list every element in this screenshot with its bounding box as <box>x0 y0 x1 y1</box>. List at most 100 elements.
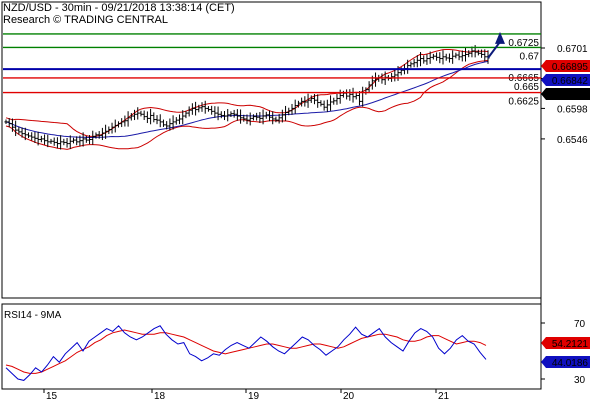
candle <box>438 52 442 64</box>
candle <box>181 110 185 125</box>
candle <box>409 61 413 68</box>
time-tick-label: 15 <box>46 391 58 400</box>
candle <box>328 95 333 111</box>
candle <box>373 72 378 87</box>
candle <box>206 106 211 112</box>
rsi-panel-title: RSI14 - 9MA <box>4 310 62 321</box>
candle <box>264 111 268 119</box>
arrow-shaft <box>487 41 501 59</box>
candle <box>451 50 455 64</box>
candle <box>97 131 101 139</box>
candle <box>7 118 11 128</box>
price-tick-label: 0.6546 <box>557 135 588 146</box>
rsi-axis-ticks: 70 30 54.2121 44.0186 <box>541 319 590 386</box>
candle <box>422 55 426 64</box>
candle <box>177 114 182 125</box>
candle <box>457 51 461 61</box>
candle <box>165 121 169 130</box>
candle <box>434 52 439 61</box>
candle <box>261 109 265 125</box>
time-tick-label: 20 <box>343 391 355 400</box>
candle <box>418 51 423 67</box>
candle <box>129 112 133 121</box>
candle <box>251 114 256 121</box>
candle <box>39 135 43 143</box>
time-tick-label: 18 <box>154 391 166 400</box>
price-tag-label: 0.66895 <box>552 62 589 73</box>
candle <box>136 107 140 120</box>
rsi-lines <box>5 325 487 381</box>
candle <box>100 127 104 141</box>
candle <box>113 119 117 133</box>
candle <box>155 115 159 125</box>
candle <box>454 52 458 59</box>
rsi-line <box>5 325 487 381</box>
candle <box>280 109 284 123</box>
candle <box>158 114 162 128</box>
candle <box>232 109 236 118</box>
candle <box>271 111 275 125</box>
candle <box>203 100 207 114</box>
rsi-tag-label: 54.2121 <box>552 339 589 350</box>
candle <box>319 100 323 107</box>
candle <box>94 132 98 139</box>
candle <box>23 127 27 141</box>
candle <box>187 106 191 117</box>
candle <box>354 92 358 100</box>
candle <box>59 135 63 150</box>
candle <box>229 111 233 117</box>
candle <box>226 108 230 122</box>
candle <box>152 112 156 123</box>
candle <box>17 127 21 135</box>
candle <box>312 93 317 105</box>
chart-subtitle: Research © TRADING CENTRAL <box>3 14 168 26</box>
candle <box>447 53 452 63</box>
candle <box>78 135 82 147</box>
candle <box>277 114 281 124</box>
candle <box>168 118 172 131</box>
candle <box>309 95 313 103</box>
level-label: 0.6625 <box>508 97 539 108</box>
candle <box>65 137 69 148</box>
candle <box>300 97 304 107</box>
candle <box>91 130 95 145</box>
candle <box>87 135 92 145</box>
projection-arrow <box>487 31 505 59</box>
candle <box>441 50 445 65</box>
candle <box>290 103 294 115</box>
candle <box>267 110 272 122</box>
candle <box>84 135 88 143</box>
price-tag-label: 0.66842 <box>552 76 589 87</box>
rsi-tick-label: 70 <box>574 319 586 330</box>
candle <box>412 58 416 68</box>
candle <box>483 49 487 62</box>
candle <box>126 111 130 127</box>
candle <box>190 103 194 115</box>
candle <box>235 109 239 121</box>
candle <box>62 138 66 146</box>
candle <box>171 115 175 130</box>
candle <box>4 119 8 125</box>
candle <box>222 110 227 121</box>
candle <box>322 100 326 111</box>
candle <box>335 93 339 105</box>
candle <box>460 50 464 62</box>
candle <box>193 101 198 116</box>
candle <box>216 106 220 121</box>
candle <box>20 127 24 138</box>
level-label: 0.665 <box>514 82 539 93</box>
candle <box>68 135 72 149</box>
candle <box>332 97 336 105</box>
candlesticks <box>4 45 490 150</box>
level-label: 0.6665 <box>508 73 539 84</box>
candle <box>213 106 217 118</box>
candle <box>476 49 480 56</box>
price-tags: 0.66895 0.66842 0.6683 <box>541 60 590 101</box>
candle <box>42 134 47 145</box>
rsi-tag-blue <box>541 356 590 368</box>
candle <box>219 111 223 119</box>
price-tag-black <box>541 88 590 100</box>
candle <box>49 138 53 144</box>
